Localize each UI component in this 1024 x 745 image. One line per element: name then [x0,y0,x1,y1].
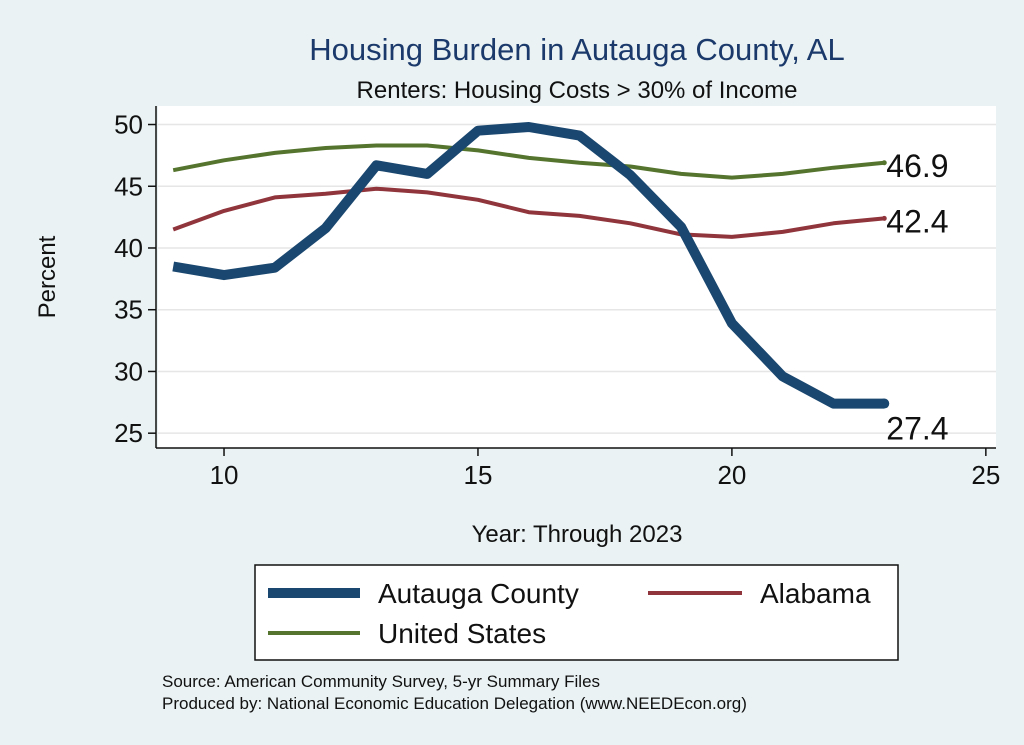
end-marker [879,398,890,409]
source-line-1: Source: American Community Survey, 5-yr … [162,672,600,691]
y-tick-label: 50 [114,110,143,140]
legend: Autauga County Alabama United States [268,578,871,649]
series-line-united-states [172,143,885,180]
x-tick-label: 10 [210,460,239,490]
series-line-autauga-county [172,122,885,409]
series-line-alabama [172,186,885,239]
y-tick-label: 25 [114,418,143,448]
end-label: 46.9 [886,148,948,184]
x-axis-title: Year: Through 2023 [472,521,683,548]
end-marker [881,160,887,166]
chart-title: Housing Burden in Autauga County, AL [309,32,844,67]
legend-label: Autauga County [378,578,579,609]
x-ticks: 10 15 20 25 [210,448,1000,490]
plot-area [158,106,996,448]
chart-subtitle: Renters: Housing Costs > 30% of Income [357,77,798,104]
y-ticks: 25 30 35 40 45 50 [114,110,156,448]
end-label: 27.4 [886,411,948,447]
y-tick-label: 45 [114,171,143,201]
legend-label: United States [378,618,546,649]
end-label: 42.4 [886,203,948,239]
x-tick-label: 15 [464,460,493,490]
legend-box [254,564,899,661]
x-tick-label: 20 [717,460,746,490]
legend-label: Alabama [760,578,871,609]
y-tick-label: 35 [114,295,143,325]
source-line-2: Produced by: National Economic Education… [162,694,747,713]
y-axis-title: Percent [34,235,61,318]
end-marker [881,215,887,221]
y-tick-label: 30 [114,356,143,386]
end-labels: 27.4 42.4 46.9 [879,148,949,447]
x-tick-label: 25 [971,460,1000,490]
series-lines [172,122,885,409]
y-tick-label: 40 [114,233,143,263]
